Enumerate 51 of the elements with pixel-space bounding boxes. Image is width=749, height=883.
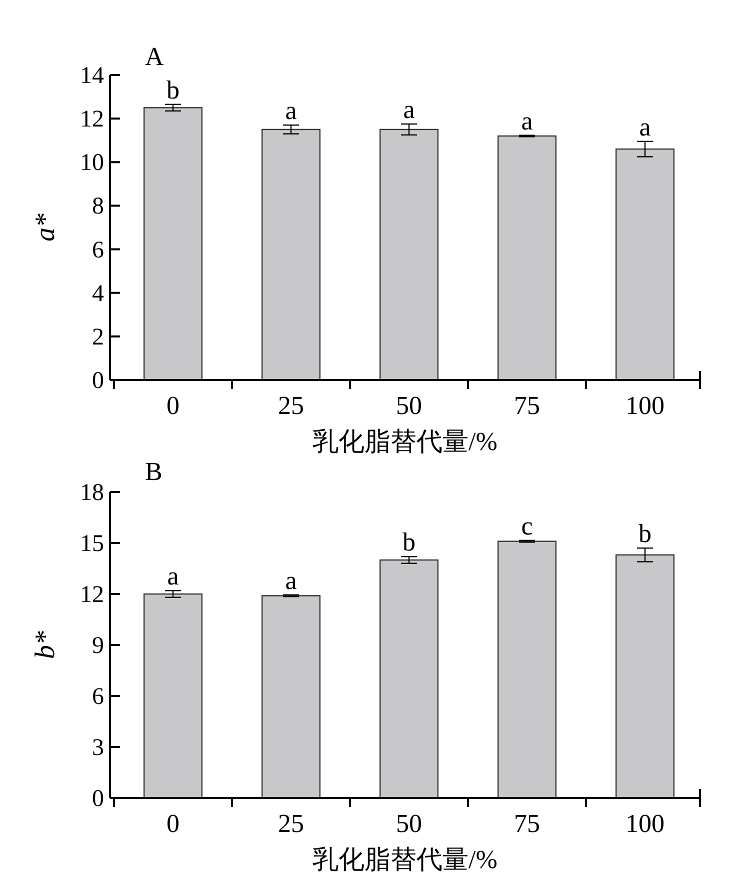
bar: [261, 128, 321, 381]
y-tick-label: 8: [92, 194, 104, 220]
x-tick-label: 100: [626, 809, 664, 838]
annotation: a: [639, 112, 652, 142]
bar: [143, 593, 203, 799]
y-tick-label: 18: [80, 480, 104, 506]
bar: [497, 135, 557, 381]
annotation: c: [521, 511, 533, 540]
x-axis-title: 乳化脂替代量/%: [312, 845, 498, 874]
y-tick-label: 9: [92, 633, 104, 659]
y-axis-title: a*: [30, 214, 61, 242]
bar: [261, 595, 321, 799]
y-tick-label: 15: [80, 531, 104, 557]
y-axis-title: b*: [30, 631, 61, 659]
y-tick-label: 6: [92, 237, 104, 264]
annotation: b: [402, 528, 416, 557]
x-tick-label: 0: [166, 809, 180, 838]
y-tick-label: 4: [92, 280, 104, 307]
x-tick-label: 0: [166, 391, 180, 420]
x-axis-title: 乳化脂替代量/%: [312, 427, 498, 456]
x-tick-label: 100: [626, 391, 664, 420]
annotation: b: [638, 519, 652, 548]
annotation: a: [167, 562, 180, 591]
y-tick-label: 0: [92, 786, 104, 812]
x-tick-label: 75: [514, 809, 540, 838]
y-tick-label: 14: [80, 63, 104, 89]
x-tick-label: 50: [396, 391, 422, 420]
annotation: a: [403, 95, 416, 124]
bar: [143, 107, 203, 381]
bar: [615, 148, 675, 381]
y-tick-label: 12: [80, 582, 104, 608]
y-tick-label: 10: [80, 150, 104, 176]
x-tick-label: 75: [514, 391, 540, 420]
y-tick-label: 0: [92, 368, 104, 394]
annotation: b: [166, 75, 180, 104]
annotation: a: [521, 106, 534, 136]
text: B: [145, 457, 162, 486]
y-tick-label: 12: [80, 106, 104, 133]
x-tick-label: 50: [396, 809, 422, 838]
x-tick-label: 25: [278, 391, 304, 420]
bar: [497, 540, 557, 799]
annotation: a: [285, 96, 298, 126]
y-tick-label: 3: [92, 735, 104, 761]
y-tick-label: 6: [92, 684, 104, 710]
bar: [615, 554, 675, 799]
y-tick-label: 2: [92, 324, 104, 350]
annotation: a: [285, 566, 298, 595]
text: A: [145, 42, 164, 71]
bar: [379, 559, 439, 799]
bar: [379, 128, 439, 381]
x-tick-label: 25: [278, 809, 304, 838]
